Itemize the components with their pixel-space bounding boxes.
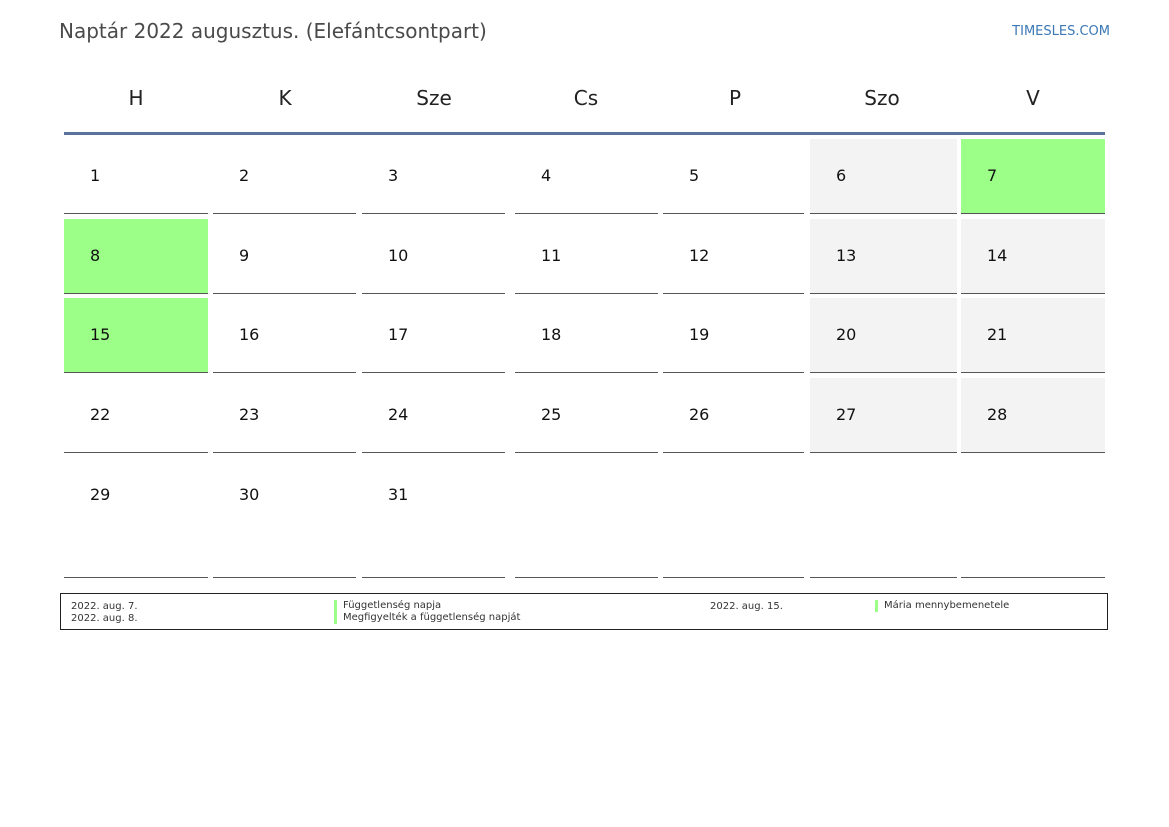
day-cell-8[interactable]: 8: [64, 219, 208, 294]
day-cell-15[interactable]: 15: [64, 298, 208, 373]
day-cell-30[interactable]: 30: [213, 458, 356, 578]
day-number: 20: [836, 325, 857, 344]
day-number: 26: [689, 405, 710, 424]
day-number: 17: [388, 325, 409, 344]
weekday-wed: Sze: [416, 86, 452, 110]
day-number: 16: [239, 325, 260, 344]
day-number: 4: [541, 166, 552, 185]
weekday-mon: H: [128, 86, 144, 110]
day-number: 9: [239, 246, 250, 265]
day-number: 3: [388, 166, 399, 185]
day-cell-16[interactable]: 16: [213, 298, 356, 373]
day-number: 21: [987, 325, 1008, 344]
day-number: 22: [90, 405, 111, 424]
day-cell-18[interactable]: 18: [515, 298, 658, 373]
empty-day-cell: [810, 458, 957, 578]
day-cell-21[interactable]: 21: [961, 298, 1105, 373]
weekday-sun: V: [1026, 86, 1040, 110]
empty-day-cell: [515, 458, 658, 578]
day-cell-9[interactable]: 9: [213, 219, 356, 294]
day-cell-29[interactable]: 29: [64, 458, 208, 578]
day-cell-19[interactable]: 19: [663, 298, 804, 373]
holiday-name: Mária mennybemenetele: [875, 600, 1009, 612]
day-cell-12[interactable]: 12: [663, 219, 804, 294]
day-number: 15: [90, 325, 111, 344]
day-cell-13[interactable]: 13: [810, 219, 957, 294]
weekday-sat: Szo: [864, 86, 900, 110]
weekday-fri: P: [728, 86, 742, 110]
day-number: 19: [689, 325, 710, 344]
day-number: 31: [388, 485, 409, 504]
day-cell-5[interactable]: 5: [663, 139, 804, 214]
day-number: 30: [239, 485, 260, 504]
day-cell-3[interactable]: 3: [362, 139, 505, 214]
holiday-legend: 2022. aug. 7. Függetlenség napja 2022. a…: [60, 593, 1108, 630]
day-number: 14: [987, 246, 1008, 265]
day-cell-31[interactable]: 31: [362, 458, 505, 578]
day-cell-1[interactable]: 1: [64, 139, 208, 214]
day-number: 12: [689, 246, 710, 265]
weekday-tue: K: [278, 86, 292, 110]
day-cell-20[interactable]: 20: [810, 298, 957, 373]
day-number: 11: [541, 246, 562, 265]
day-cell-14[interactable]: 14: [961, 219, 1105, 294]
day-cell-27[interactable]: 27: [810, 378, 957, 453]
day-number: 8: [90, 246, 101, 265]
day-number: 28: [987, 405, 1008, 424]
day-number: 7: [987, 166, 998, 185]
day-cell-22[interactable]: 22: [64, 378, 208, 453]
day-number: 27: [836, 405, 857, 424]
day-number: 5: [689, 166, 700, 185]
day-cell-4[interactable]: 4: [515, 139, 658, 214]
day-cell-25[interactable]: 25: [515, 378, 658, 453]
holiday-date: 2022. aug. 7.: [71, 601, 138, 612]
holiday-name: Megfigyelték a függetlenség napját: [334, 612, 520, 624]
day-cell-23[interactable]: 23: [213, 378, 356, 453]
day-number: 29: [90, 485, 111, 504]
day-cell-26[interactable]: 26: [663, 378, 804, 453]
day-number: 13: [836, 246, 857, 265]
empty-day-cell: [961, 458, 1105, 578]
day-cell-6[interactable]: 6: [810, 139, 957, 214]
day-cell-10[interactable]: 10: [362, 219, 505, 294]
brand-link[interactable]: TIMESLES.COM: [1012, 24, 1110, 39]
page-title: Naptár 2022 augusztus. (Elefántcsontpart…: [59, 19, 487, 43]
day-cell-17[interactable]: 17: [362, 298, 505, 373]
day-number: 6: [836, 166, 847, 185]
day-number: 10: [388, 246, 409, 265]
empty-day-cell: [663, 458, 804, 578]
holiday-date: 2022. aug. 8.: [71, 613, 138, 624]
day-number: 2: [239, 166, 250, 185]
weekday-thu: Cs: [573, 86, 599, 110]
day-number: 25: [541, 405, 562, 424]
holiday-date: 2022. aug. 15.: [710, 601, 783, 612]
day-cell-11[interactable]: 11: [515, 219, 658, 294]
day-cell-24[interactable]: 24: [362, 378, 505, 453]
day-cell-2[interactable]: 2: [213, 139, 356, 214]
holiday-name: Függetlenség napja: [334, 600, 441, 612]
day-cell-7[interactable]: 7: [961, 139, 1105, 214]
day-cell-28[interactable]: 28: [961, 378, 1105, 453]
day-number: 18: [541, 325, 562, 344]
weekday-header-row: H K Sze Cs P Szo V: [64, 80, 1105, 135]
day-number: 1: [90, 166, 101, 185]
day-number: 24: [388, 405, 409, 424]
day-number: 23: [239, 405, 260, 424]
